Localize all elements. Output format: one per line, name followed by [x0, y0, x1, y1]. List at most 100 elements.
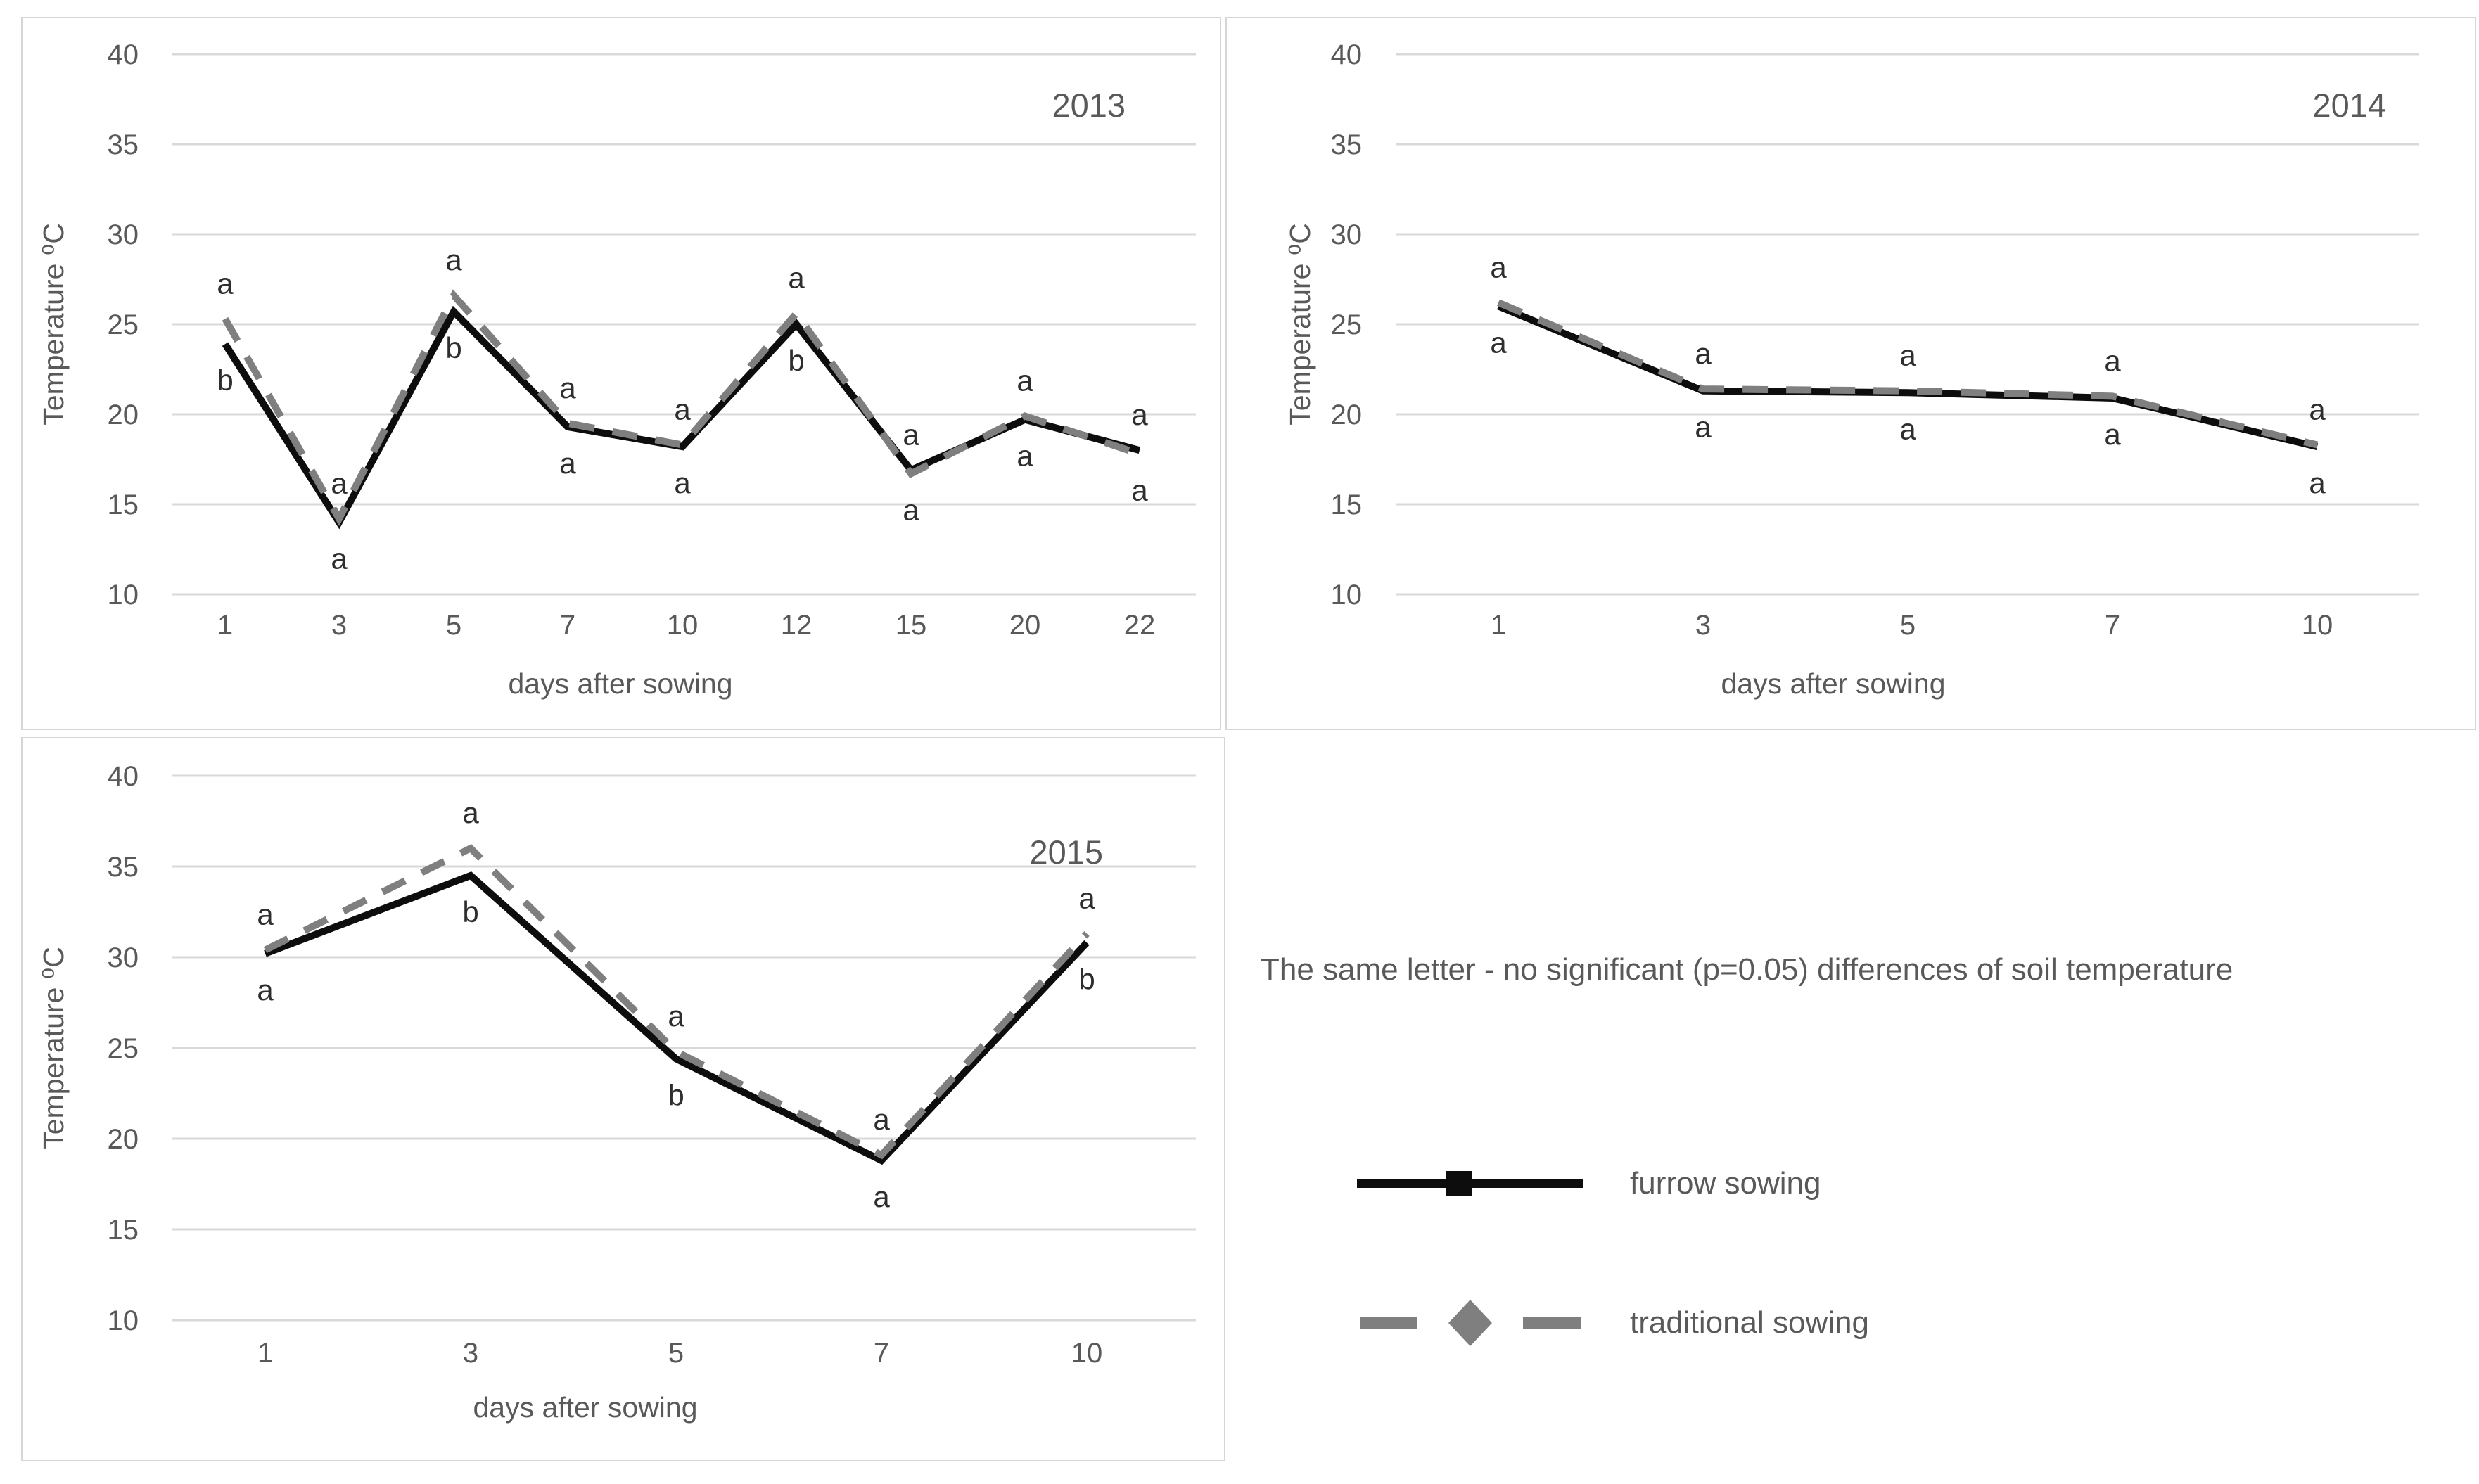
sig-letter-below: a [1899, 412, 1916, 445]
sig-letter-above: a [1899, 339, 1916, 372]
y-tick-label: 20 [108, 1124, 139, 1155]
legend-item-furrow: furrow sowing [1354, 1159, 1821, 1208]
y-tick-label: 30 [108, 219, 139, 250]
x-axis-title: days after sowing [473, 1391, 697, 1424]
legend-label-traditional: traditional sowing [1630, 1305, 1869, 1340]
sig-letter-above: a [1017, 364, 1033, 397]
sig-letter-above: a [674, 393, 691, 426]
x-tick-label: 12 [781, 610, 812, 641]
sig-letter-below: a [674, 466, 691, 499]
sig-letter-above: a [445, 243, 462, 276]
x-tick-label: 3 [463, 1338, 478, 1369]
y-axis-title: Temperature ⁰C [37, 223, 70, 426]
y-tick-label: 35 [108, 129, 139, 160]
x-tick-label: 10 [667, 610, 699, 641]
y-tick-label: 15 [1331, 490, 1363, 520]
x-tick-label: 10 [1071, 1338, 1103, 1369]
sig-letter-below: a [903, 493, 919, 526]
sig-letter-below: b [462, 895, 478, 928]
x-axis-title: days after sowing [1721, 667, 1945, 700]
y-tick-label: 40 [1331, 39, 1363, 70]
sig-letter-below: a [1017, 440, 1033, 473]
sig-letter-above: a [668, 999, 684, 1032]
chart-year-title: 2015 [1029, 833, 1103, 871]
sig-letter-above: a [1490, 250, 1507, 283]
sig-letter-below: a [559, 447, 576, 480]
x-tick-label: 5 [1900, 610, 1916, 641]
legend-item-traditional: traditional sowing [1354, 1298, 1869, 1348]
x-tick-label: 22 [1124, 610, 1156, 641]
sig-letter-above: a [217, 267, 234, 300]
legend-label-furrow: furrow sowing [1630, 1166, 1821, 1201]
x-tick-label: 7 [560, 610, 575, 641]
y-tick-label: 35 [1331, 129, 1363, 160]
sig-letter-above: a [873, 1103, 890, 1136]
x-tick-label: 20 [1009, 610, 1041, 641]
sig-letter-above: a [559, 371, 576, 404]
x-tick-label: 7 [874, 1338, 889, 1369]
sig-letter-above: a [2104, 344, 2121, 377]
sig-letter-above: a [1695, 337, 1712, 370]
sig-letter-above: a [2309, 393, 2326, 426]
y-tick-label: 25 [108, 309, 139, 340]
furrow-line-square-icon [1357, 1171, 1583, 1196]
chart-panel-2014: 40 35 30 25 20 15 10 1 3 5 7 10 days after sowing Tem… [1225, 17, 2476, 730]
sig-letter-below: a [873, 1180, 890, 1213]
sig-letter-below: a [331, 542, 348, 575]
chart-year-title: 2014 [2312, 87, 2386, 124]
x-tick-label: 10 [2302, 610, 2333, 641]
sig-letter-below: a [1131, 473, 1148, 506]
sig-letter-below: b [788, 344, 804, 377]
y-tick-label: 25 [108, 1033, 139, 1064]
y-tick-label: 20 [1331, 399, 1363, 430]
sig-letter-below: a [2104, 418, 2121, 451]
sig-letter-below: a [1695, 411, 1712, 444]
series-traditional-sowing [263, 844, 1090, 1160]
series-furrow-sowing [264, 871, 1090, 1165]
sig-letter-above: a [1078, 881, 1095, 914]
sig-letter-below: a [1490, 326, 1507, 359]
x-tick-label: 1 [1491, 610, 1506, 641]
y-tick-label: 15 [108, 490, 139, 520]
y-tick-label: 15 [108, 1215, 139, 1246]
sig-letter-above: a [1131, 398, 1148, 431]
x-tick-label: 5 [446, 610, 461, 641]
x-tick-label: 5 [668, 1338, 684, 1369]
y-tick-label: 35 [108, 852, 139, 883]
sig-letter-below: a [2309, 466, 2326, 499]
y-axis-title: Temperature ⁰C [1284, 223, 1316, 426]
y-tick-label: 10 [108, 580, 139, 610]
x-tick-label: 1 [217, 610, 233, 641]
y-axis-title: Temperature ⁰C [37, 947, 70, 1149]
sig-letter-above: a [788, 262, 805, 295]
y-tick-label: 20 [108, 399, 139, 430]
y-tick-label: 25 [1331, 309, 1363, 340]
sig-letter-below: b [217, 364, 233, 397]
sig-letter-below: a [257, 973, 274, 1006]
chart-panel-2015: 40 35 30 25 20 15 10 1 3 5 7 10 days after sowing Tem… [21, 737, 1225, 1461]
sig-letter-above: a [903, 418, 919, 451]
chart-panel-2013: 40 35 30 25 20 15 10 1 3 5 7 10 12 15 20 22 days after s… [21, 17, 1221, 730]
x-tick-label: 1 [257, 1338, 273, 1369]
series-traditional-sowing [1497, 299, 2319, 449]
sig-letter-below: b [668, 1078, 684, 1111]
x-tick-label: 15 [896, 610, 927, 641]
y-tick-label: 30 [108, 942, 139, 973]
x-tick-label: 7 [2105, 610, 2120, 641]
x-tick-label: 3 [1695, 610, 1711, 641]
traditional-dashed-diamond-icon [1360, 1300, 1581, 1346]
sig-letter-above: a [331, 466, 348, 499]
y-tick-label: 30 [1331, 219, 1363, 250]
sig-letter-below: b [445, 331, 461, 364]
sig-letter-above: a [462, 796, 479, 829]
y-tick-label: 40 [108, 39, 139, 70]
series-traditional-sowing [222, 289, 1141, 526]
y-tick-label: 10 [1331, 580, 1363, 610]
y-tick-label: 40 [108, 761, 139, 792]
y-tick-label: 10 [108, 1305, 139, 1336]
significance-note: The same letter - no significant (p=0.05… [1261, 952, 2233, 987]
